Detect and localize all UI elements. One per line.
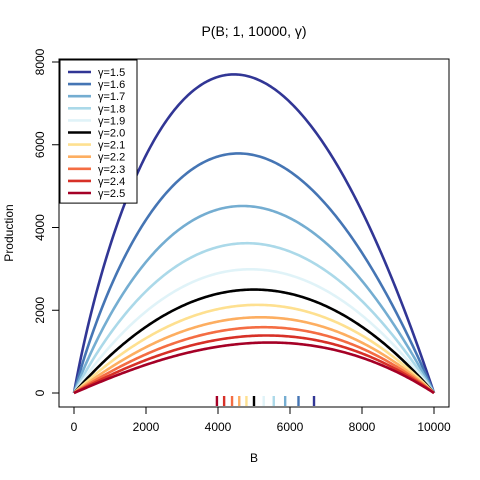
series-line-γ=1.8 [72, 241, 436, 394]
series-line-γ=2.4 [73, 334, 435, 395]
y-tick-label: 8000 [33, 48, 47, 75]
y-tick-label: 4000 [33, 214, 47, 241]
legend-label: γ=1.7 [98, 91, 125, 103]
x-axis: 0 2000 4000 6000 8000 10000 [71, 406, 451, 434]
peak-marks [215, 396, 316, 406]
x-tick-label: 10000 [417, 420, 451, 434]
x-tick-label: 2000 [133, 420, 160, 434]
legend: γ=1.5γ=1.6γ=1.7γ=1.8γ=1.9γ=2.0γ=2.1γ=2.2… [59, 59, 138, 204]
series-line-γ=1.9 [72, 267, 436, 394]
legend-label: γ=2.3 [98, 164, 125, 176]
y-axis: 0 2000 4000 6000 8000 [33, 48, 60, 396]
y-axis-label: Production [2, 204, 16, 261]
y-tick-label: 0 [33, 389, 47, 396]
legend-label: γ=2.5 [98, 188, 125, 200]
x-tick-label: 8000 [349, 420, 376, 434]
series-line-γ=2.0 [73, 288, 435, 394]
legend-label: γ=2.2 [98, 152, 125, 164]
x-tick-label: 6000 [277, 420, 304, 434]
x-tick-label: 4000 [205, 420, 232, 434]
series-line-γ=2.5 [73, 341, 435, 395]
series-line-γ=2.2 [73, 315, 435, 395]
legend-label: γ=1.6 [98, 79, 125, 91]
legend-label: γ=2.1 [98, 140, 125, 152]
y-tick-label: 6000 [33, 131, 47, 158]
series-line-γ=2.3 [73, 325, 435, 395]
x-axis-label: B [250, 451, 258, 465]
legend-label: γ=2.0 [98, 128, 125, 140]
series-line-γ=1.6 [72, 152, 436, 394]
series-lines [72, 73, 436, 395]
y-tick-label: 2000 [33, 297, 47, 324]
legend-label: γ=1.5 [98, 67, 125, 79]
legend-label: γ=1.9 [98, 115, 125, 127]
x-tick-label: 0 [71, 420, 78, 434]
series-line-γ=1.7 [72, 204, 436, 394]
series-line-γ=2.1 [73, 303, 435, 394]
legend-label: γ=1.8 [98, 103, 125, 115]
chart-title: P(B; 1, 10000, γ) [201, 23, 306, 39]
legend-label: γ=2.4 [98, 176, 125, 188]
